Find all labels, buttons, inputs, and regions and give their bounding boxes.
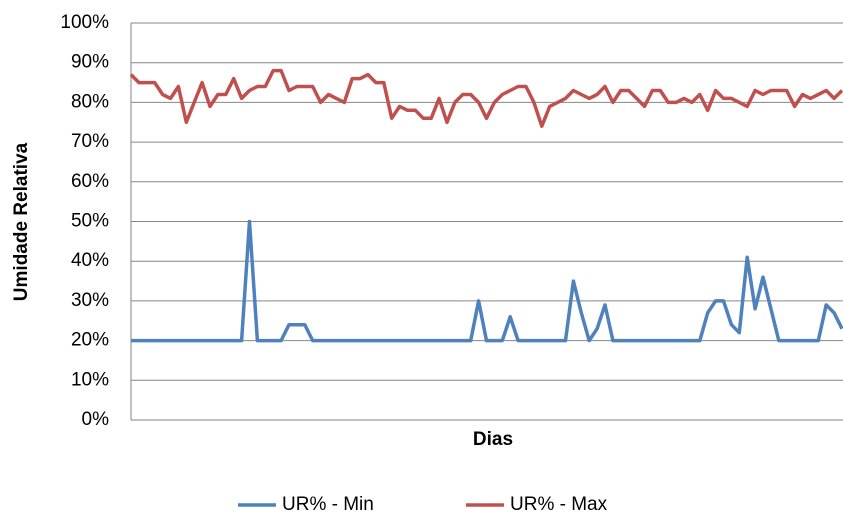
y-tick-label: 80% (71, 91, 109, 112)
y-tick-label: 50% (71, 211, 109, 232)
y-tick-label: 20% (71, 330, 109, 351)
legend-label: UR% - Max (510, 494, 608, 515)
y-axis-label: Umidade Relativa (11, 142, 32, 301)
data-line (129, 68, 843, 128)
y-tick-label: 60% (71, 171, 109, 192)
y-tick-label: 70% (71, 131, 109, 152)
legend-label: UR% - Min (282, 494, 374, 515)
y-tick-label: 0% (82, 409, 110, 430)
y-tick-label: 30% (71, 290, 109, 311)
data-line (131, 219, 843, 343)
y-tick-label: 40% (71, 250, 109, 271)
y-tick-label: 90% (71, 52, 109, 73)
y-tick-label: 100% (60, 12, 109, 33)
x-axis-label: Dias (473, 429, 513, 450)
y-tick-label: 10% (71, 369, 109, 390)
